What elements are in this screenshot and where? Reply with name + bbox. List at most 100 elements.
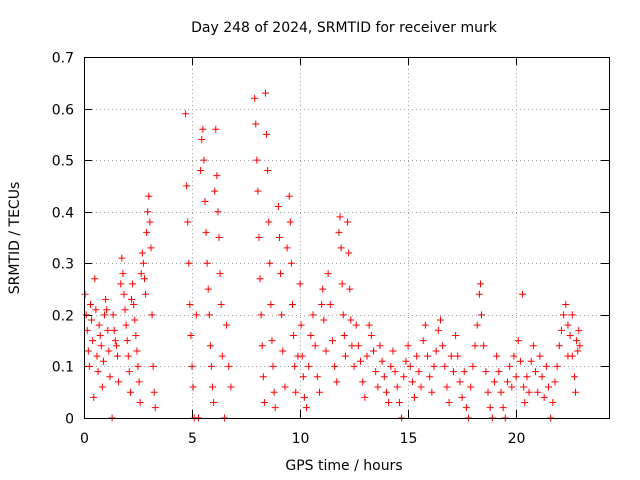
data-point: [268, 337, 276, 345]
data-point: [303, 404, 311, 412]
data-point: [311, 342, 319, 350]
data-point: [568, 311, 576, 319]
data-point: [424, 352, 432, 360]
data-point: [564, 352, 572, 360]
data-point: [207, 362, 215, 370]
data-point: [91, 275, 99, 283]
data-point: [287, 259, 295, 267]
data-point: [333, 378, 341, 386]
data-point: [499, 404, 507, 412]
data-point: [486, 404, 494, 412]
data-point: [132, 331, 140, 339]
data-point: [206, 342, 214, 350]
data-point: [225, 362, 233, 370]
data-point: [297, 321, 305, 329]
data-point: [128, 295, 136, 303]
data-point: [542, 362, 550, 370]
data-point: [253, 156, 261, 164]
data-point: [133, 347, 141, 355]
data-point: [201, 197, 209, 205]
data-point: [387, 362, 395, 370]
data-point: [536, 352, 544, 360]
y-tick-label: 0.1: [52, 360, 74, 376]
y-tick-label: 0.4: [52, 206, 74, 222]
data-point: [215, 234, 223, 241]
y-tick-label: 0.7: [52, 51, 74, 67]
data-point: [205, 311, 213, 319]
y-axis-title: SRMTID / TECUs: [7, 182, 23, 295]
x-axis-title: GPS time / hours: [285, 458, 402, 474]
data-point: [104, 326, 112, 334]
x-tick-label: 10: [292, 431, 310, 447]
data-point: [197, 166, 205, 174]
x-tick-label: 20: [508, 431, 526, 447]
data-point: [188, 362, 196, 370]
data-point: [298, 352, 306, 360]
data-point: [292, 388, 300, 396]
data-point: [575, 326, 583, 334]
data-point: [217, 301, 225, 309]
data-point: [117, 280, 125, 288]
data-point: [151, 404, 159, 412]
data-point: [540, 393, 548, 401]
data-point: [432, 347, 440, 355]
data-point: [211, 187, 219, 195]
data-point: [184, 218, 192, 226]
data-point: [573, 337, 581, 345]
data-point: [185, 259, 193, 267]
data-point: [130, 301, 138, 309]
data-point: [361, 393, 369, 401]
data-point: [187, 331, 195, 339]
data-point: [277, 270, 285, 278]
data-point: [497, 388, 505, 396]
data-point: [357, 357, 365, 365]
data-point: [271, 404, 279, 412]
data-point: [278, 311, 286, 319]
data-point: [283, 244, 291, 252]
data-point: [227, 383, 235, 391]
data-point: [94, 368, 102, 376]
data-point: [376, 342, 384, 350]
data-point: [372, 368, 380, 376]
data-point: [88, 316, 96, 324]
data-point: [81, 290, 89, 298]
data-point: [126, 388, 134, 396]
data-point: [367, 331, 375, 339]
data-point: [269, 362, 277, 370]
data-point: [182, 110, 190, 118]
data-point: [150, 388, 158, 396]
data-point: [261, 89, 269, 97]
data-point: [210, 399, 218, 407]
data-point: [404, 342, 412, 350]
data-point: [213, 172, 221, 180]
data-point: [520, 383, 528, 391]
data-point: [124, 352, 132, 360]
data-point: [335, 228, 343, 236]
data-point: [532, 368, 540, 376]
data-point: [125, 368, 133, 376]
data-point: [319, 285, 327, 293]
data-point: [324, 270, 332, 278]
data-point: [113, 352, 121, 360]
data-point: [276, 234, 284, 241]
data-point: [260, 399, 268, 407]
data-point: [328, 337, 336, 345]
data-point: [344, 218, 352, 226]
data-point: [131, 316, 139, 324]
data-point: [419, 337, 427, 345]
x-tick-label: 5: [188, 431, 197, 447]
data-point: [101, 311, 109, 319]
data-point: [467, 383, 475, 391]
data-point: [354, 342, 362, 350]
data-point: [413, 352, 421, 360]
data-point: [340, 331, 348, 339]
y-tick-labels: 0 0.1 0.2 0.3 0.4 0.5 0.6 0.7: [52, 51, 74, 428]
data-point: [256, 275, 264, 283]
data-point: [473, 321, 481, 329]
data-point: [258, 342, 266, 350]
data-point: [318, 301, 326, 309]
data-point: [138, 249, 146, 257]
data-point: [223, 321, 231, 329]
data-point: [267, 301, 275, 309]
